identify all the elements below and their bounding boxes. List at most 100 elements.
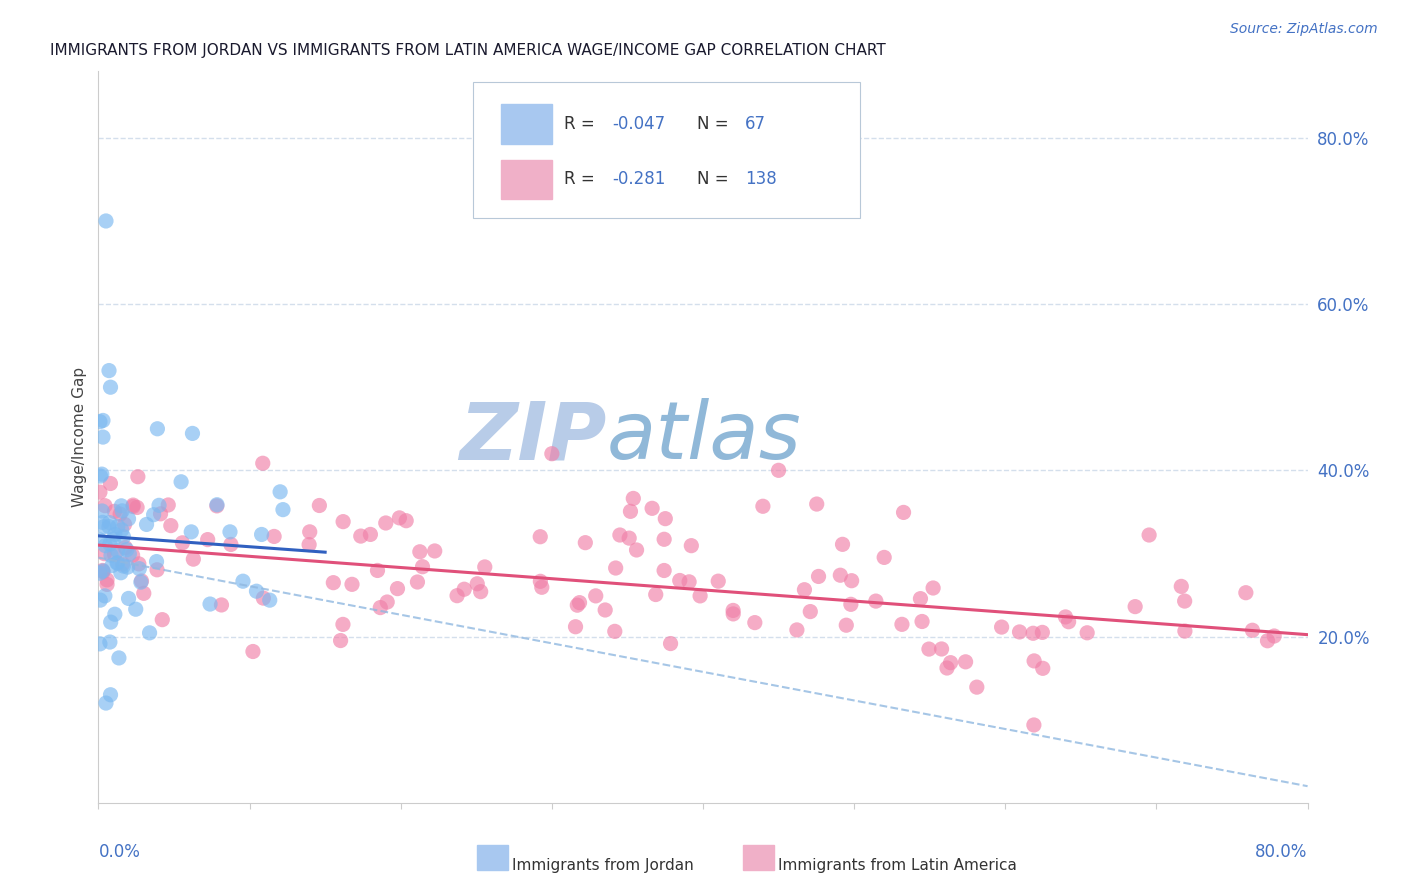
Point xyxy=(644,588,666,602)
Point xyxy=(446,589,468,603)
Point xyxy=(138,625,160,640)
Point xyxy=(98,516,121,530)
Point xyxy=(103,504,125,518)
Point xyxy=(340,577,363,591)
Point xyxy=(103,532,125,546)
Point xyxy=(263,529,285,543)
Point xyxy=(574,535,596,549)
Point xyxy=(585,589,607,603)
Point xyxy=(890,617,912,632)
Point xyxy=(111,523,134,537)
Point xyxy=(183,552,205,566)
Point xyxy=(232,574,254,589)
Point xyxy=(1022,626,1045,640)
Point xyxy=(122,500,145,514)
Point xyxy=(115,542,138,557)
Point xyxy=(806,497,828,511)
Point xyxy=(409,545,432,559)
Point xyxy=(242,644,264,658)
Point xyxy=(252,591,274,606)
Text: N =: N = xyxy=(697,115,734,133)
Point xyxy=(626,543,648,558)
Point xyxy=(1024,654,1046,668)
Point xyxy=(375,595,398,609)
Point xyxy=(125,602,148,616)
Y-axis label: Wage/Income Gap: Wage/Income Gap xyxy=(72,367,87,508)
Point xyxy=(1241,624,1264,638)
Text: Immigrants from Latin America: Immigrants from Latin America xyxy=(778,858,1017,873)
Point xyxy=(114,517,136,532)
Point xyxy=(530,580,553,594)
Point xyxy=(619,504,641,518)
Point xyxy=(1008,624,1031,639)
Point xyxy=(205,498,228,512)
Point xyxy=(114,541,136,555)
Point xyxy=(118,547,141,561)
Point xyxy=(799,605,821,619)
Point xyxy=(567,598,589,612)
Point xyxy=(104,527,127,541)
Point xyxy=(654,511,676,525)
Point xyxy=(104,548,127,562)
Point xyxy=(96,573,118,587)
Point xyxy=(98,537,121,551)
Point xyxy=(105,556,128,570)
Text: ZIP: ZIP xyxy=(458,398,606,476)
Point xyxy=(922,581,945,595)
Point xyxy=(198,597,221,611)
Point xyxy=(150,613,173,627)
Point xyxy=(219,537,242,551)
Point xyxy=(89,485,111,500)
Point xyxy=(593,603,616,617)
Point xyxy=(474,560,496,574)
Point xyxy=(332,515,354,529)
Point xyxy=(1256,633,1278,648)
Point xyxy=(172,536,194,550)
Point xyxy=(269,484,291,499)
Point xyxy=(298,538,321,552)
Point xyxy=(966,680,988,694)
Text: IMMIGRANTS FROM JORDAN VS IMMIGRANTS FROM LATIN AMERICA WAGE/INCOME GAP CORRELAT: IMMIGRANTS FROM JORDAN VS IMMIGRANTS FRO… xyxy=(51,43,886,58)
Point xyxy=(89,415,111,429)
Point xyxy=(129,575,152,590)
Text: atlas: atlas xyxy=(606,398,801,476)
Point xyxy=(91,430,114,444)
Point xyxy=(830,568,852,582)
Point xyxy=(621,491,644,506)
Point xyxy=(1031,625,1053,640)
Point xyxy=(411,559,433,574)
Point xyxy=(395,514,418,528)
Point xyxy=(100,476,122,491)
Point xyxy=(1234,585,1257,599)
Point xyxy=(104,607,127,622)
Point xyxy=(131,574,153,588)
Point xyxy=(931,642,953,657)
Text: N =: N = xyxy=(697,169,734,188)
Point xyxy=(91,504,114,518)
Point xyxy=(100,380,122,394)
Point xyxy=(609,528,631,542)
Point xyxy=(564,620,586,634)
Point xyxy=(100,615,122,629)
Point xyxy=(112,530,135,544)
Point xyxy=(939,656,962,670)
Point xyxy=(89,566,111,581)
Point xyxy=(835,618,858,632)
Point xyxy=(181,426,204,441)
Text: 80.0%: 80.0% xyxy=(1256,843,1308,861)
Point xyxy=(807,569,830,583)
Point xyxy=(146,422,169,436)
Point xyxy=(132,586,155,600)
Point xyxy=(617,531,640,545)
Point xyxy=(1137,528,1160,542)
Point xyxy=(121,548,143,562)
Point xyxy=(94,499,117,513)
Point xyxy=(110,566,132,580)
Point xyxy=(91,413,114,427)
Point xyxy=(94,696,117,710)
Point xyxy=(89,637,111,651)
Point xyxy=(1123,599,1146,614)
Point xyxy=(1174,624,1197,638)
Point xyxy=(322,575,344,590)
Point xyxy=(107,519,129,533)
